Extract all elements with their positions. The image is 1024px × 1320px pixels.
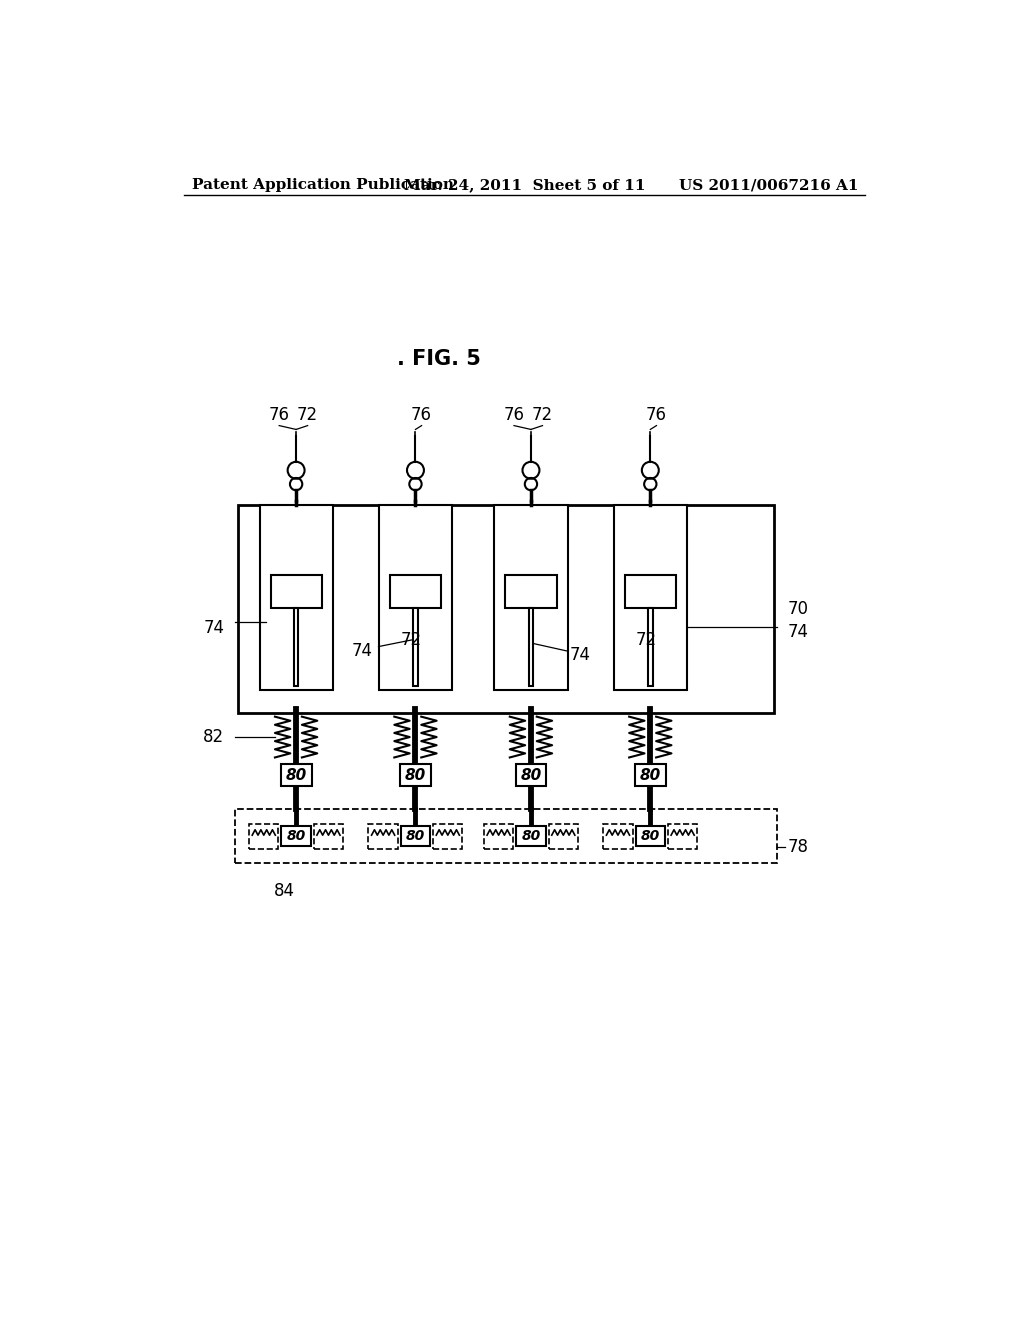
Bar bbox=[549, 824, 578, 849]
Text: 80: 80 bbox=[404, 768, 426, 783]
Text: 74: 74 bbox=[352, 643, 373, 660]
Text: 74: 74 bbox=[787, 623, 808, 642]
Bar bbox=[270, 576, 322, 609]
Bar bbox=[484, 824, 513, 849]
Text: 80: 80 bbox=[406, 829, 425, 843]
Text: 82: 82 bbox=[204, 729, 224, 746]
Bar bbox=[259, 506, 333, 689]
Text: 80: 80 bbox=[287, 829, 306, 843]
Bar bbox=[506, 576, 557, 609]
Text: 80: 80 bbox=[640, 768, 660, 783]
Bar bbox=[635, 764, 666, 785]
Text: 72: 72 bbox=[297, 407, 318, 424]
Text: 80: 80 bbox=[521, 829, 541, 843]
Bar bbox=[648, 609, 652, 686]
Bar bbox=[400, 764, 431, 785]
Bar bbox=[613, 506, 687, 689]
Text: 72: 72 bbox=[401, 631, 422, 648]
Text: 72: 72 bbox=[636, 631, 657, 648]
Bar bbox=[313, 824, 343, 849]
Bar bbox=[282, 826, 310, 846]
Text: Mar. 24, 2011  Sheet 5 of 11: Mar. 24, 2011 Sheet 5 of 11 bbox=[404, 178, 645, 193]
Bar bbox=[234, 809, 777, 863]
Bar bbox=[603, 824, 633, 849]
Bar bbox=[625, 576, 676, 609]
Bar bbox=[413, 609, 418, 686]
Bar bbox=[668, 824, 697, 849]
Text: 76: 76 bbox=[504, 407, 524, 424]
Text: 80: 80 bbox=[641, 829, 659, 843]
Text: 76: 76 bbox=[646, 407, 667, 424]
Text: 78: 78 bbox=[787, 838, 808, 855]
Bar bbox=[433, 824, 463, 849]
Text: 74: 74 bbox=[569, 645, 591, 664]
Bar bbox=[516, 826, 546, 846]
Bar bbox=[379, 506, 452, 689]
Bar bbox=[239, 506, 773, 713]
Text: US 2011/0067216 A1: US 2011/0067216 A1 bbox=[679, 178, 858, 193]
Bar bbox=[294, 609, 298, 686]
Text: 80: 80 bbox=[520, 768, 542, 783]
Text: 74: 74 bbox=[204, 619, 224, 638]
Text: 76: 76 bbox=[268, 407, 290, 424]
Bar bbox=[369, 824, 397, 849]
Bar bbox=[390, 576, 441, 609]
Text: 70: 70 bbox=[787, 599, 808, 618]
Bar bbox=[636, 826, 665, 846]
Bar bbox=[495, 506, 567, 689]
Text: 84: 84 bbox=[274, 882, 295, 900]
Bar bbox=[528, 609, 534, 686]
Bar bbox=[400, 826, 430, 846]
Text: 72: 72 bbox=[531, 407, 553, 424]
Bar bbox=[515, 764, 547, 785]
Text: 80: 80 bbox=[286, 768, 307, 783]
Text: 76: 76 bbox=[411, 407, 432, 424]
Text: . FIG. 5: . FIG. 5 bbox=[396, 348, 480, 368]
Text: Patent Application Publication: Patent Application Publication bbox=[193, 178, 455, 193]
Bar bbox=[281, 764, 311, 785]
Bar bbox=[249, 824, 279, 849]
